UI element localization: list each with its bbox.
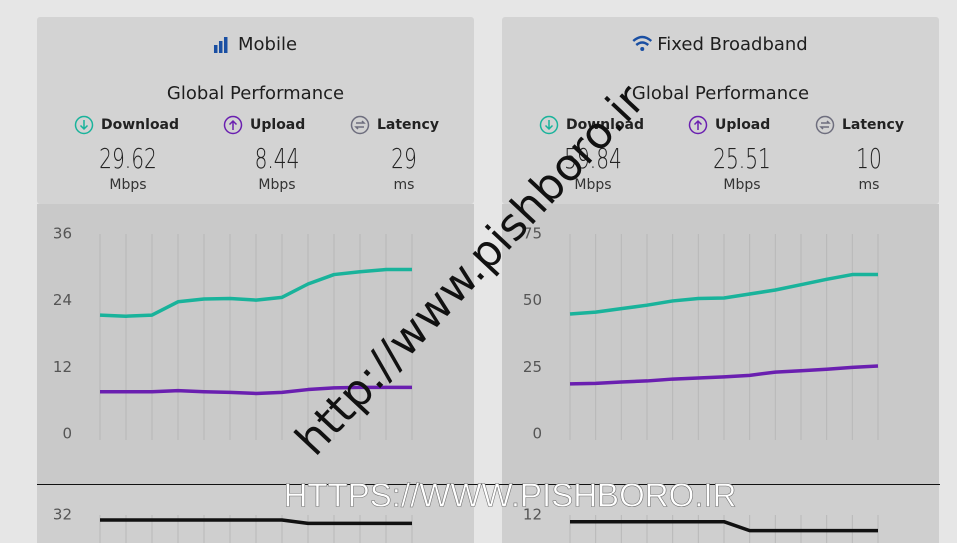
metric-value: 29 — [391, 142, 417, 175]
panel-subtitle: Global Performance — [167, 83, 344, 104]
series-line — [100, 385, 412, 396]
metric-unit: Mbps — [723, 177, 760, 193]
metric-label: Upload — [715, 117, 770, 133]
y-tick-label: 25 — [523, 358, 542, 376]
y-tick-label: 32 — [53, 506, 72, 524]
metric-icon-arrow — [79, 120, 89, 131]
panel-subtitle: Global Performance — [632, 83, 809, 104]
chart-area-lower — [502, 485, 939, 543]
y-tick-label: 24 — [53, 291, 72, 309]
series-line — [569, 364, 879, 386]
metric-label: Download — [101, 117, 179, 133]
signal-icon — [223, 37, 228, 53]
metric-label: Latency — [377, 117, 439, 133]
metric-icon — [815, 115, 835, 135]
series-line — [99, 267, 412, 318]
metric-icon-arrow — [693, 119, 703, 130]
metric-icon-arrow — [354, 120, 366, 130]
metric-icon-arrow — [819, 120, 831, 130]
metric-unit: Mbps — [574, 177, 611, 193]
metric-value: 59.84 — [564, 142, 622, 175]
wifi-icon — [632, 35, 653, 47]
chart-area — [502, 204, 939, 484]
metric-icon — [74, 115, 94, 135]
y-tick-label: 50 — [523, 291, 542, 309]
y-tick-label: 0 — [532, 425, 542, 443]
metric-value: 10 — [856, 142, 882, 175]
signal-icon — [218, 41, 223, 53]
series-line — [569, 272, 878, 316]
wifi-icon — [640, 47, 645, 51]
metric-icon-arrow — [544, 120, 554, 131]
metric-icon — [223, 115, 243, 135]
metric-icon — [539, 115, 559, 135]
metric-value: 8.44 — [255, 142, 300, 175]
metric-unit: Mbps — [258, 177, 295, 193]
metric-value: 29.62 — [99, 142, 157, 175]
metric-unit: ms — [394, 177, 415, 193]
y-tick-label: 36 — [53, 225, 72, 243]
series-line — [570, 519, 878, 533]
panel-title: Fixed Broadband — [657, 34, 807, 55]
card-header — [37, 17, 474, 204]
watermark: HTTPS://WWW.PISHBORO.IR — [284, 477, 737, 514]
series-line — [100, 518, 412, 526]
y-tick-label: 12 — [53, 358, 72, 376]
metric-icon-arrow — [228, 119, 238, 130]
card-header — [502, 17, 939, 204]
signal-icon — [213, 45, 218, 53]
metric-icon — [688, 115, 708, 135]
metric-label: Latency — [842, 117, 904, 133]
y-tick-label: 75 — [523, 225, 542, 243]
panel-title: Mobile — [238, 34, 297, 55]
y-tick-label: 12 — [523, 506, 542, 524]
metric-unit: ms — [859, 177, 880, 193]
metric-value: 25.51 — [713, 142, 771, 175]
metric-icon — [350, 115, 370, 135]
metric-unit: Mbps — [109, 177, 146, 193]
metric-label: Upload — [250, 117, 305, 133]
metric-label: Download — [566, 117, 644, 133]
y-tick-label: 0 — [62, 425, 72, 443]
